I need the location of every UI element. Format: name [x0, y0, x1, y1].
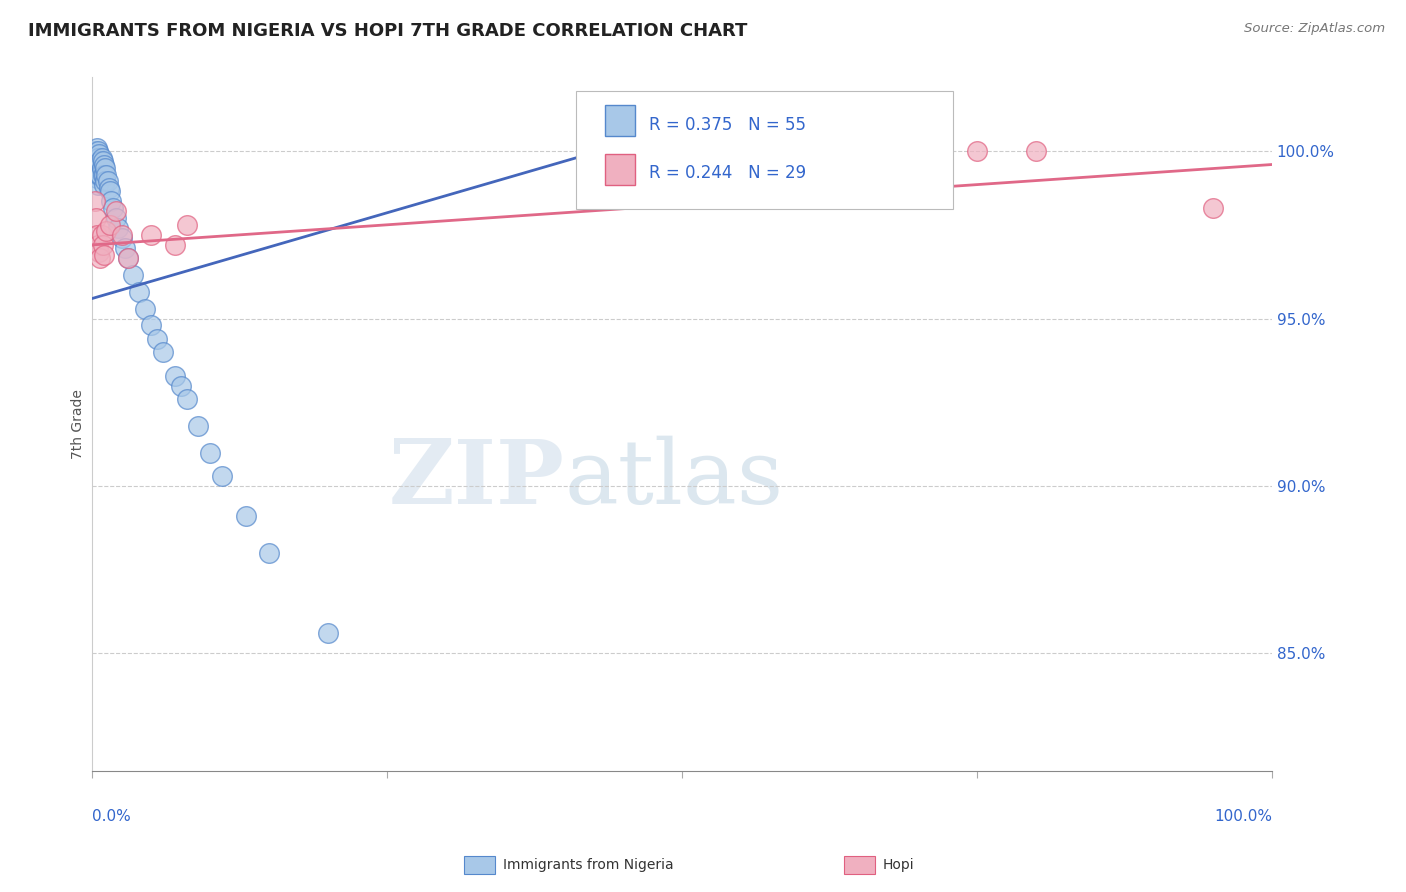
Text: IMMIGRANTS FROM NIGERIA VS HOPI 7TH GRADE CORRELATION CHART: IMMIGRANTS FROM NIGERIA VS HOPI 7TH GRAD… [28, 22, 748, 40]
Point [86, 227, 108, 242]
Point [83, 154, 105, 169]
Y-axis label: 7th Grade: 7th Grade [72, 389, 86, 459]
Point [96, 168, 118, 182]
Point [86, 161, 108, 175]
Point [931, 141, 953, 155]
Point [671, 141, 693, 155]
Point [96, 225, 118, 239]
Point [83, 144, 105, 158]
Point [84, 211, 107, 226]
Point [91, 238, 114, 252]
Point [612, 147, 634, 161]
Text: R = 0.244   N = 29: R = 0.244 N = 29 [650, 164, 806, 182]
Point [87, 168, 110, 182]
Point [86, 170, 108, 185]
Point [111, 227, 134, 242]
Point [89, 252, 111, 266]
Point [100, 194, 122, 209]
Point [122, 268, 145, 282]
Point [84, 157, 107, 171]
Point [169, 378, 191, 392]
Point [117, 252, 139, 266]
Point [89, 168, 111, 182]
Point [89, 154, 111, 169]
Point [84, 147, 107, 161]
Point [90, 151, 112, 165]
Point [87, 144, 110, 158]
Point [90, 227, 112, 242]
Point [89, 157, 111, 171]
Text: Hopi: Hopi [883, 858, 914, 872]
Point [96, 174, 118, 188]
Text: 100.0%: 100.0% [1213, 809, 1272, 824]
Point [89, 147, 111, 161]
Point [146, 332, 169, 346]
Point [90, 161, 112, 175]
Point [93, 157, 115, 171]
Point [87, 157, 110, 171]
Point [87, 151, 110, 165]
Point [107, 221, 129, 235]
Point [117, 252, 139, 266]
Point [91, 154, 114, 169]
Point [966, 144, 988, 158]
Point [94, 161, 117, 175]
Point [84, 168, 107, 182]
Point [111, 231, 134, 245]
Bar [606, 105, 636, 136]
Text: Source: ZipAtlas.com: Source: ZipAtlas.com [1244, 22, 1385, 36]
Point [257, 546, 280, 560]
Text: 0.0%: 0.0% [93, 809, 131, 824]
Point [83, 194, 105, 209]
Point [789, 144, 811, 158]
Point [1202, 201, 1225, 215]
Point [87, 238, 110, 252]
Text: R = 0.375   N = 55: R = 0.375 N = 55 [650, 116, 806, 134]
Point [89, 168, 111, 182]
Point [86, 141, 108, 155]
Point [235, 509, 257, 524]
Point [82, 151, 104, 165]
Point [93, 178, 115, 192]
Point [141, 227, 163, 242]
Point [730, 147, 752, 161]
Point [316, 626, 339, 640]
Point [89, 244, 111, 259]
Point [837, 144, 859, 158]
Text: ZIP: ZIP [388, 436, 564, 523]
Point [128, 285, 150, 299]
Point [1025, 144, 1047, 158]
Point [94, 174, 117, 188]
Point [86, 151, 108, 165]
Point [134, 301, 156, 316]
Point [103, 201, 125, 215]
Point [883, 144, 905, 158]
Point [141, 318, 163, 333]
Point [163, 238, 186, 252]
Point [176, 392, 198, 406]
FancyBboxPatch shape [576, 91, 953, 209]
Point [152, 345, 174, 359]
Point [114, 241, 136, 255]
Point [176, 218, 198, 232]
Point [211, 469, 233, 483]
Point [91, 168, 114, 182]
Point [813, 151, 835, 165]
Text: atlas: atlas [564, 436, 783, 524]
Point [187, 418, 209, 433]
Point [98, 218, 121, 232]
Point [198, 445, 221, 459]
Point [97, 181, 120, 195]
Bar [606, 153, 636, 185]
Point [93, 248, 115, 262]
Point [163, 368, 186, 383]
Point [93, 168, 115, 182]
Point [98, 184, 121, 198]
Point [104, 211, 127, 226]
Point [104, 204, 127, 219]
Point [859, 147, 882, 161]
Text: Immigrants from Nigeria: Immigrants from Nigeria [503, 858, 673, 872]
Point [87, 178, 110, 192]
